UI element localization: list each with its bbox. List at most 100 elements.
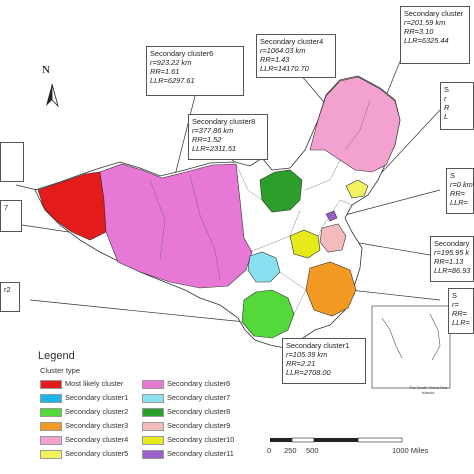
callout-radius: r [444,94,447,103]
callout-radius: r= [452,300,459,309]
secondary-cluster8-region [259,169,303,213]
callout-title: S [452,291,457,300]
legend-swatch [40,421,62,431]
callout-llr: LLR=86.93 [434,266,471,275]
callout-llr: LLR=14170.70 [260,64,309,73]
callout-llr: LLR= [450,198,468,207]
callout-secondary-cluster-top-right: Secondary cluster r=201.59 km RR=3.10 LL… [400,6,470,64]
secondary-cluster10-region [289,229,321,259]
callout-left-2: 7 [0,200,22,232]
callout-rr: RR= [452,309,467,318]
legend-item: Secondary cluster1 [40,392,128,403]
secondary-cluster7-region [247,251,281,283]
callout-radius: r=923.22 km [150,58,192,67]
callout-fragment: r2 [4,285,11,294]
callout-left-1 [0,142,24,182]
callout-rr: RR=1.61 [150,67,180,76]
callout-title: Secondary cluster1 [286,341,350,350]
callout-rr: RR= [450,189,465,198]
callout-secondary-cluster4: Secondary cluster4 r=1064.03 km RR=1.43 … [256,34,336,78]
callout-secondary-cluster1: Secondary cluster1 r=105.39 km RR=2.21 L… [282,338,366,384]
secondary-cluster11-region [325,210,338,222]
legend-swatch [142,421,164,431]
north-arrow-icon [46,83,59,108]
callout-rr: RR=1.52 [192,135,222,144]
callout-llr: LLR=2311.51 [192,144,237,153]
callout-radius: r=105.39 km [286,350,328,359]
callout-right-1: S r R L [440,82,474,130]
callout-title: Secondary cluster8 [192,117,256,126]
callout-rr: RR=1.43 [260,55,290,64]
legend-swatch [142,379,164,389]
callout-llr: LLR=6325.44 [404,36,449,45]
secondary-cluster2-region [241,289,295,339]
legend-label: Secondary cluster7 [167,393,231,402]
scale-label-500: 500 [306,446,319,455]
secondary-cluster5-region [345,179,369,199]
callout-rr: RR=3.10 [404,27,434,36]
legend-swatch [142,393,164,403]
secondary-cluster4-region [309,76,401,173]
province-boundaries [149,99,371,315]
legend-title: Legend [38,350,75,362]
inset-map [371,305,451,389]
callout-left-3: r2 [0,282,20,312]
secondary-cluster9-region [319,223,347,253]
legend-item: Secondary cluster11 [142,448,234,459]
legend-item: Secondary cluster6 [142,378,230,389]
legend-item: Most likely cluster [40,378,123,389]
legend-subtitle: Cluster type [40,366,81,375]
legend: Legend Cluster type Most likely cluster S… [36,350,236,472]
secondary-cluster6-region [99,163,253,289]
callout-title: S [444,85,449,94]
legend-label: Secondary cluster5 [65,449,129,458]
legend-label: Secondary cluster4 [65,435,129,444]
legend-swatch [40,449,62,459]
scale-label-0: 0 [267,446,272,455]
legend-swatch [142,449,164,459]
legend-swatch [142,407,164,417]
legend-label: Secondary cluster1 [65,393,129,402]
legend-item: Secondary cluster3 [40,420,128,431]
callout-radius: r=195.95 k [434,248,470,257]
callout-radius: r=0 km [450,180,473,189]
callout-right-2: S r=0 km RR= LLR= [446,168,474,214]
legend-item: Secondary cluster10 [142,434,234,445]
callout-title: Secondary cluster6 [150,49,214,58]
callout-rr: R [444,103,450,112]
callout-right-3: Secondary r=195.95 k RR=1.13 LLR=86.93 [430,236,474,282]
callout-fragment: 7 [4,203,9,212]
legend-item: Secondary cluster8 [142,406,230,417]
callout-title: Secondary cluster [404,9,464,18]
callout-secondary-cluster8: Secondary cluster8 r=377.86 km RR=1.52 L… [188,114,268,160]
north-label: N [42,64,50,76]
legend-item: Secondary cluster4 [40,434,128,445]
callout-radius: r=201.59 km [404,18,446,27]
legend-label: Secondary cluster2 [65,407,129,416]
legend-label: Most likely cluster [65,379,124,388]
legend-label: Secondary cluster3 [65,421,129,430]
callout-llr: LLR=6297.61 [150,76,195,85]
callout-llr: L [444,112,449,121]
legend-swatch [40,393,62,403]
callout-title: S [450,171,455,180]
most-likely-cluster-region [37,171,107,241]
callout-rr: RR=2.21 [286,359,316,368]
inset-label: The South China Sea Islands [408,385,448,395]
legend-label: Secondary cluster9 [167,421,231,430]
legend-label: Secondary cluster11 [167,449,234,458]
callout-title: Secondary [434,239,470,248]
legend-item: Secondary cluster5 [40,448,128,459]
legend-swatch [142,435,164,445]
callout-llr: LLR=2708.00 [286,368,331,377]
legend-swatch [40,407,62,417]
legend-swatch [40,379,62,389]
legend-label: Secondary cluster6 [167,379,231,388]
callout-right-4: S r= RR= LLR= [448,288,474,334]
legend-label: Secondary cluster8 [167,407,231,416]
callout-radius: r=1064.03 km [260,46,306,55]
callout-rr: RR=1.13 [434,257,464,266]
scale-bar [270,437,403,443]
legend-item: Secondary cluster7 [142,392,230,403]
